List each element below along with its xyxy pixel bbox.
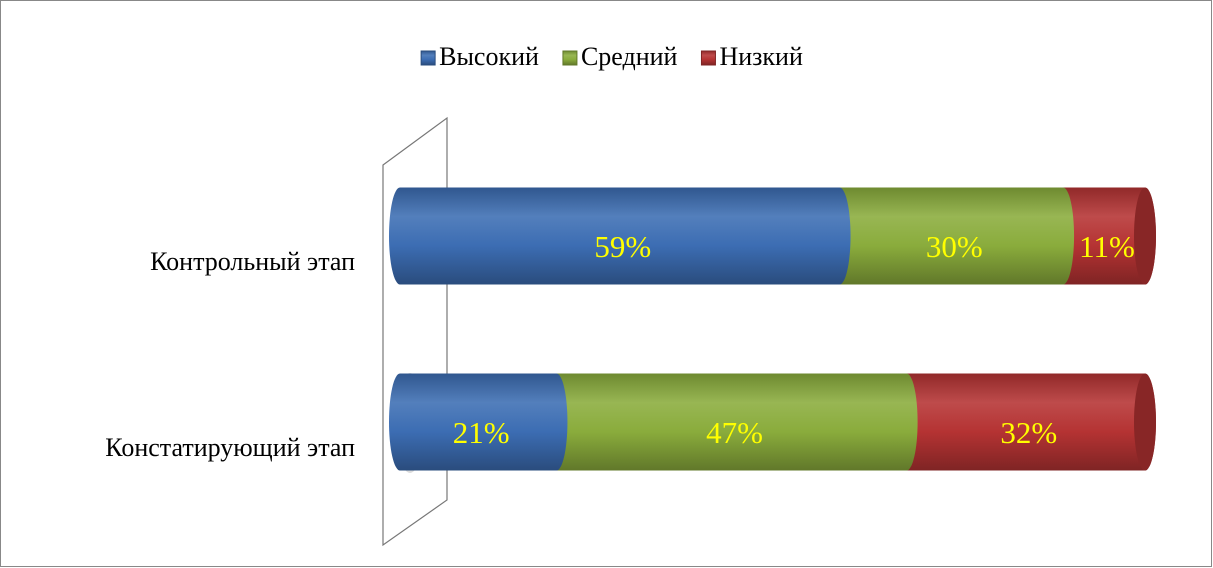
bar-segment <box>1052 187 1156 285</box>
bar-segment <box>389 187 851 285</box>
category-label: Констатирующий этап <box>105 433 355 462</box>
category-label: Контрольный этап <box>150 247 355 276</box>
bar-segment <box>389 373 568 471</box>
legend-swatch <box>700 50 716 66</box>
value-label: 47% <box>706 415 763 450</box>
value-label: 21% <box>453 415 510 450</box>
value-label: 11% <box>1079 229 1135 264</box>
value-label: 32% <box>1000 415 1057 450</box>
bar-end-cap <box>1134 187 1156 285</box>
legend-label: Средний <box>581 42 678 71</box>
legend: Высокий Средний Низкий <box>420 42 803 71</box>
bar-segment <box>895 373 1156 471</box>
value-label: 30% <box>926 229 983 264</box>
legend-label: Низкий <box>719 42 803 71</box>
legend-swatch <box>420 50 436 66</box>
legend-label: Высокий <box>439 42 539 71</box>
bar-end-cap <box>1134 373 1156 471</box>
legend-swatch <box>562 50 578 66</box>
bar-segment <box>828 187 1075 285</box>
bar-segment <box>545 373 918 471</box>
value-label: 59% <box>594 229 651 264</box>
wall <box>382 116 448 547</box>
